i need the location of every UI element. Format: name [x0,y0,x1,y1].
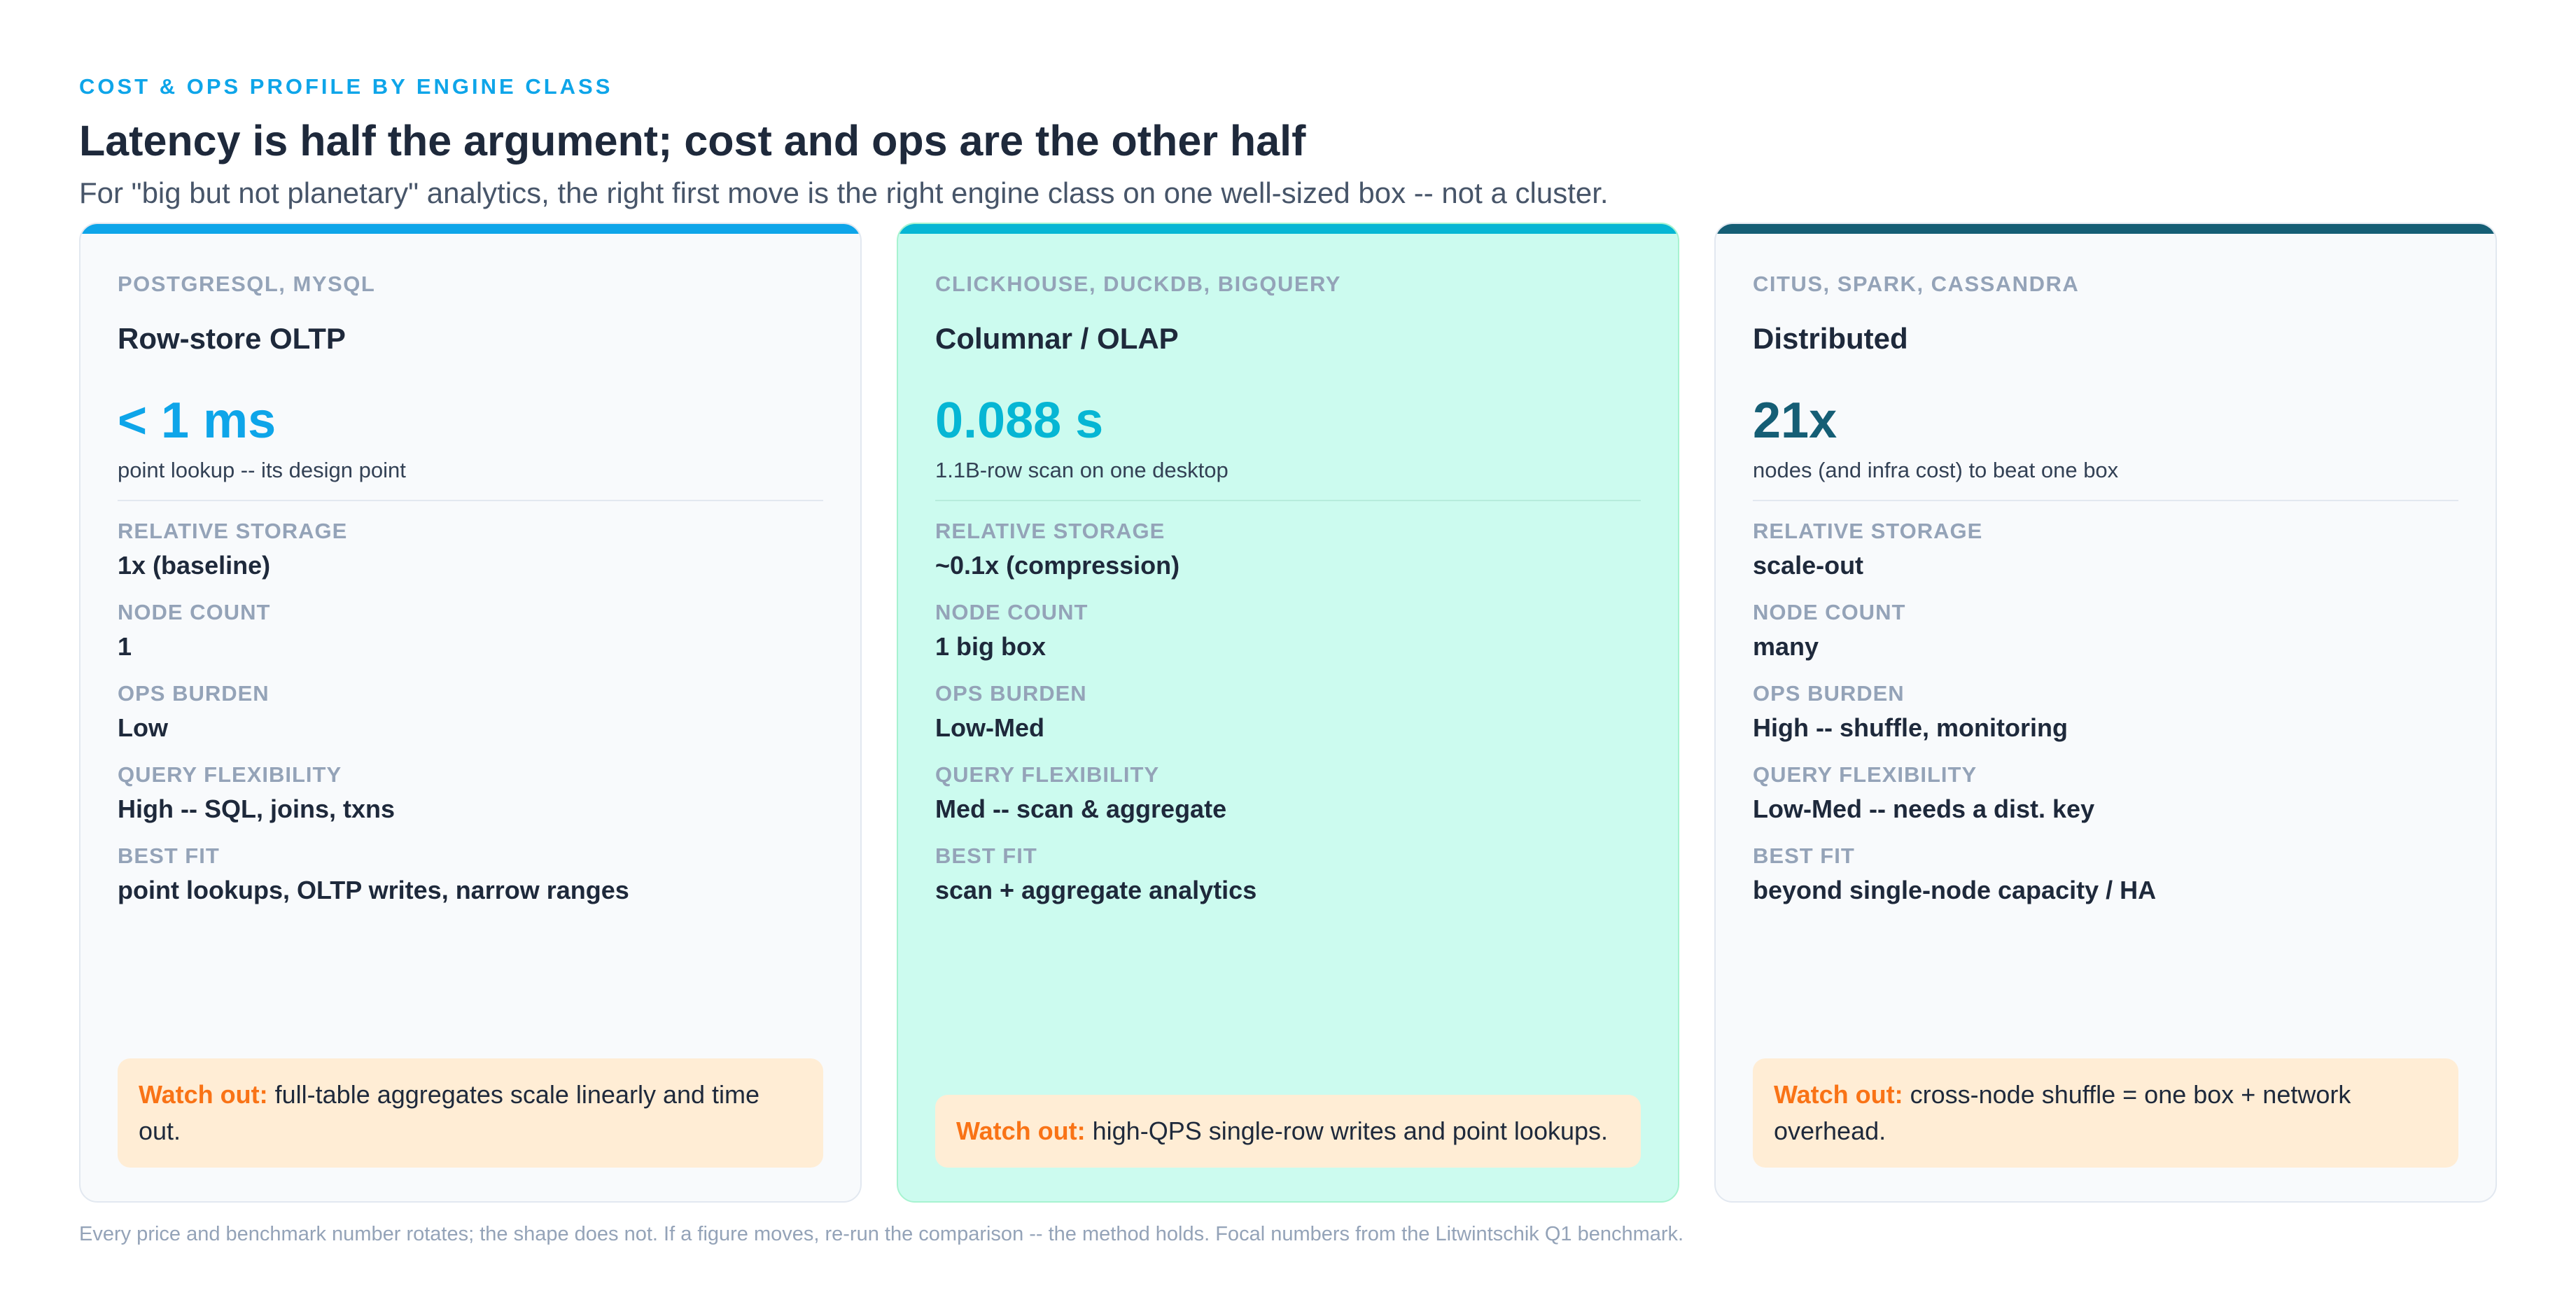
card-columnar: CLICKHOUSE, DUCKDB, BIGQUERY Columnar / … [897,223,1679,1203]
value-relative-storage: scale-out [1753,551,1864,580]
card-engines: CITUS, SPARK, CASSANDRA [1753,272,2080,296]
eyebrow: COST & OPS PROFILE BY ENGINE CLASS [79,74,613,99]
divider [118,500,823,501]
watch-out-label: Watch out: [1774,1080,1903,1109]
card-metric: 21x [1753,393,1837,449]
watch-out-text: cross-node shuffle = one box + network o… [1774,1080,2351,1145]
divider [935,500,1641,501]
card-title: Columnar / OLAP [935,322,1179,355]
card-row-store: POSTGRESQL, MYSQL Row-store OLTP < 1 ms … [79,223,862,1203]
label-relative-storage: RELATIVE STORAGE [935,519,1166,543]
label-ops-burden: OPS BURDEN [1753,681,1905,706]
value-node-count: many [1753,632,1819,661]
label-query-flexibility: QUERY FLEXIBILITY [118,762,342,787]
card-accent-bar [1716,224,2496,234]
label-ops-burden: OPS BURDEN [935,681,1087,706]
label-relative-storage: RELATIVE STORAGE [1753,519,1983,543]
watch-out-callout: Watch out: full-table aggregates scale l… [118,1058,823,1168]
value-ops-burden: Low [118,713,168,742]
watch-out-callout: Watch out: high-QPS single-row writes an… [935,1095,1641,1168]
watch-out-label: Watch out: [139,1080,268,1109]
label-node-count: NODE COUNT [1753,600,1906,624]
value-query-flexibility: Med -- scan & aggregate [935,794,1227,823]
value-query-flexibility: Low-Med -- needs a dist. key [1753,794,2095,823]
label-best-fit: BEST FIT [1753,844,1855,868]
value-best-fit: scan + aggregate analytics [935,876,1257,904]
watch-out-label: Watch out: [956,1116,1086,1145]
card-metric: < 1 ms [118,393,276,449]
value-best-fit: beyond single-node capacity / HA [1753,876,2157,904]
value-node-count: 1 big box [935,632,1046,661]
page-subtitle: For "big but not planetary" analytics, t… [79,176,1609,209]
label-node-count: NODE COUNT [118,600,271,624]
label-relative-storage: RELATIVE STORAGE [118,519,348,543]
card-metric-caption: 1.1B-row scan on one desktop [935,458,1228,482]
page-title: Latency is half the argument; cost and o… [79,117,1306,164]
card-engines: POSTGRESQL, MYSQL [118,272,376,296]
card-title: Distributed [1753,322,1908,355]
label-query-flexibility: QUERY FLEXIBILITY [935,762,1160,787]
card-title: Row-store OLTP [118,322,346,355]
card-accent-bar [80,224,860,234]
watch-out-text: high-QPS single-row writes and point loo… [1092,1116,1609,1145]
value-query-flexibility: High -- SQL, joins, txns [118,794,395,823]
label-ops-burden: OPS BURDEN [118,681,270,706]
watch-out-callout: Watch out: cross-node shuffle = one box … [1753,1058,2458,1168]
card-metric-caption: nodes (and infra cost) to beat one box [1753,458,2119,482]
divider [1753,500,2458,501]
footnote: Every price and benchmark number rotates… [79,1223,1684,1245]
card-engines: CLICKHOUSE, DUCKDB, BIGQUERY [935,272,1341,296]
card-accent-bar [898,224,1678,234]
value-best-fit: point lookups, OLTP writes, narrow range… [118,876,629,904]
label-best-fit: BEST FIT [118,844,220,868]
value-node-count: 1 [118,632,132,661]
card-metric: 0.088 s [935,393,1104,449]
label-best-fit: BEST FIT [935,844,1037,868]
value-ops-burden: High -- shuffle, monitoring [1753,713,2068,742]
value-relative-storage: ~0.1x (compression) [935,551,1180,580]
value-ops-burden: Low-Med [935,713,1044,742]
page: COST & OPS PROFILE BY ENGINE CLASS Laten… [79,73,2497,1245]
value-relative-storage: 1x (baseline) [118,551,271,580]
card-metric-caption: point lookup -- its design point [118,458,406,482]
label-node-count: NODE COUNT [935,600,1088,624]
watch-out-text: full-table aggregates scale linearly and… [139,1080,760,1145]
card-distributed: CITUS, SPARK, CASSANDRA Distributed 21x … [1714,223,2497,1203]
engine-cards: POSTGRESQL, MYSQL Row-store OLTP < 1 ms … [79,223,2497,1203]
label-query-flexibility: QUERY FLEXIBILITY [1753,762,1977,787]
